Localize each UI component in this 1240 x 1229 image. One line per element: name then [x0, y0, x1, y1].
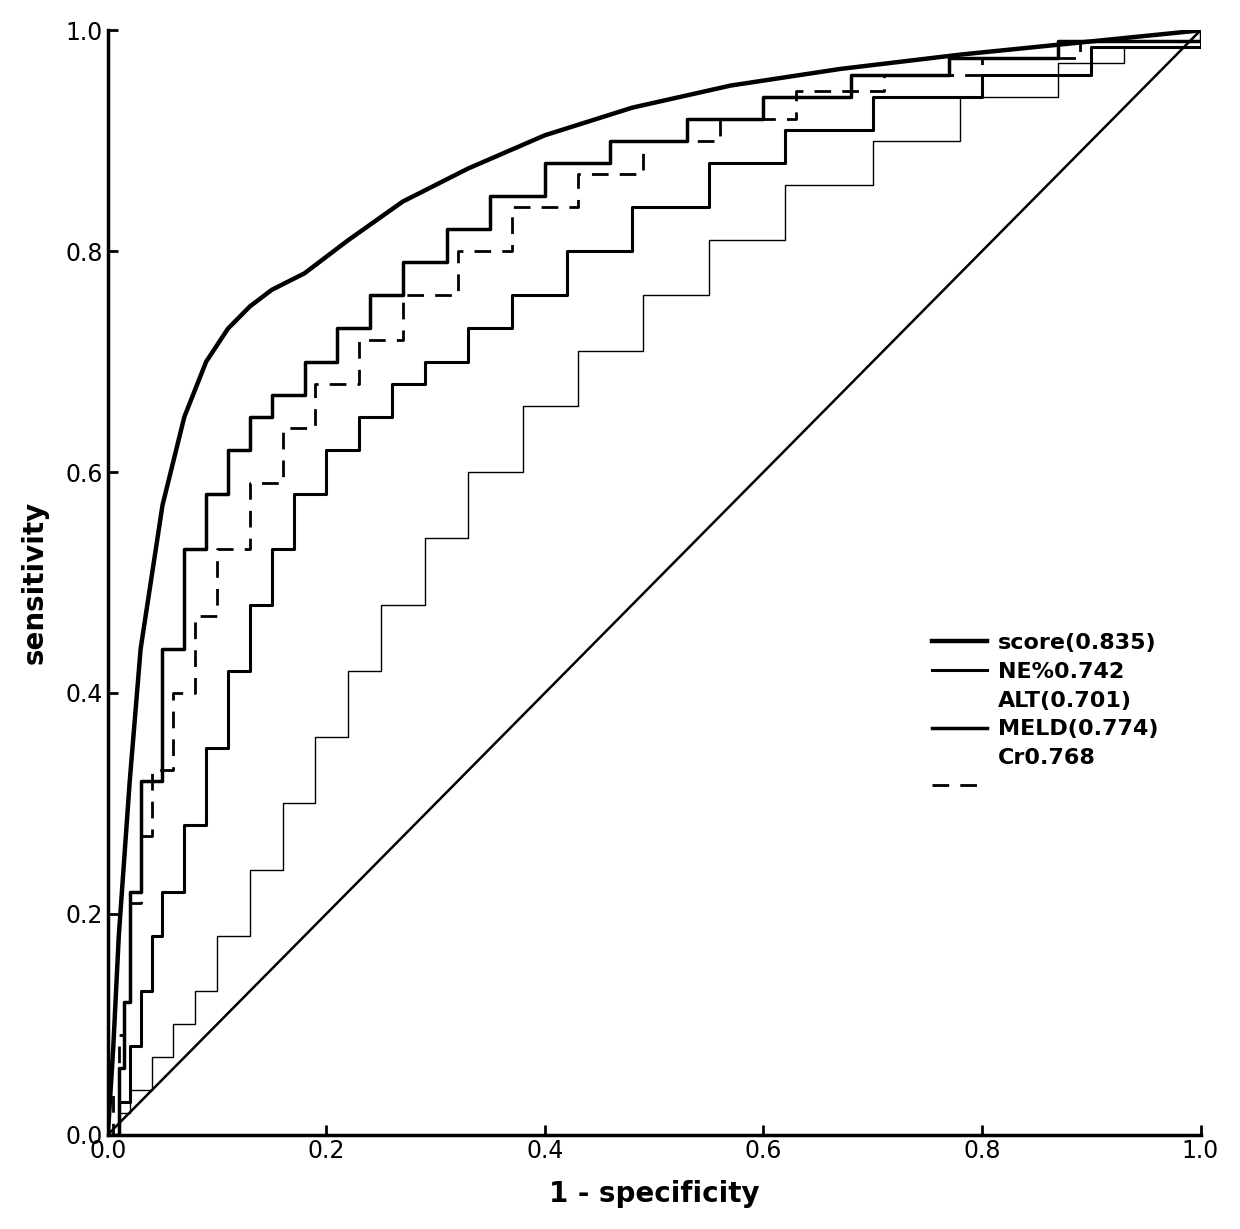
X-axis label: 1 - specificity: 1 - specificity: [549, 1180, 760, 1208]
Legend: score(0.835), NE%0.742, ALT(0.701), MELD(0.774), Cr0.768, : score(0.835), NE%0.742, ALT(0.701), MELD…: [923, 624, 1168, 806]
Y-axis label: sensitivity: sensitivity: [21, 501, 48, 664]
